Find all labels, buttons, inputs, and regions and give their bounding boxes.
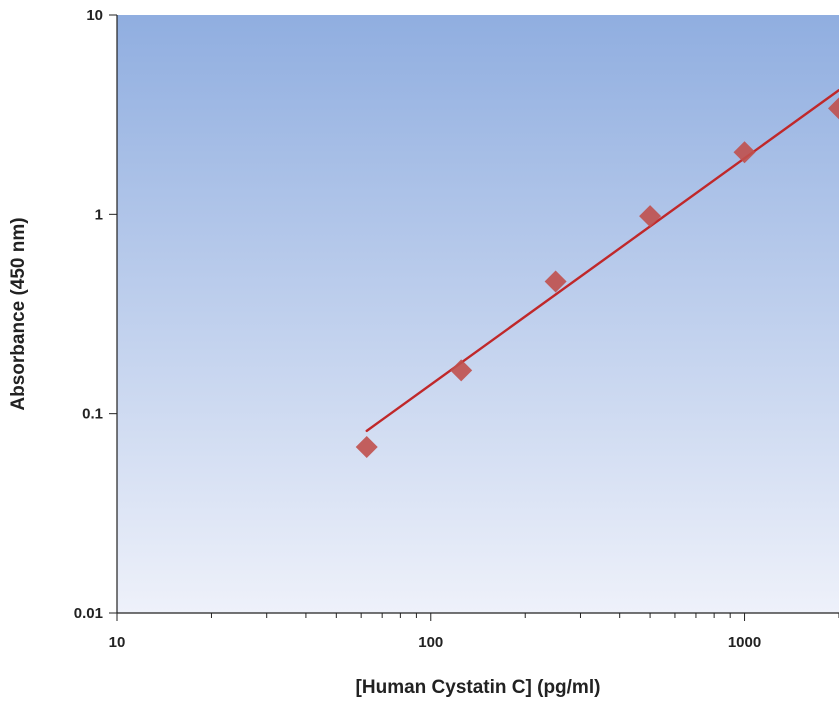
data-point [733, 141, 756, 164]
data-point [450, 359, 473, 382]
x-tick-label: 10 [109, 634, 126, 651]
y-tick-label: 0.1 [82, 406, 103, 423]
data-point [355, 436, 378, 459]
y-tick-label: 10 [86, 7, 103, 24]
fit-line-group [365, 88, 839, 433]
tick-labels: 10 100 1000 0.01 0.1 1 10 [74, 7, 761, 651]
y-axis-title: Absorbance (450 nm) [8, 217, 29, 410]
fit-line [365, 88, 839, 433]
y-tick-label: 1 [95, 206, 103, 223]
data-point [639, 205, 662, 228]
axes [109, 14, 839, 621]
x-tick-label: 100 [418, 634, 443, 651]
plot-area [117, 15, 839, 613]
data-point [544, 270, 567, 293]
y-tick-label: 0.01 [74, 605, 103, 622]
data-points [355, 97, 839, 459]
data-point [828, 97, 839, 120]
x-axis-title: [Human Cystatin C] (pg/ml) [356, 677, 601, 698]
x-tick-label: 1000 [728, 634, 761, 651]
